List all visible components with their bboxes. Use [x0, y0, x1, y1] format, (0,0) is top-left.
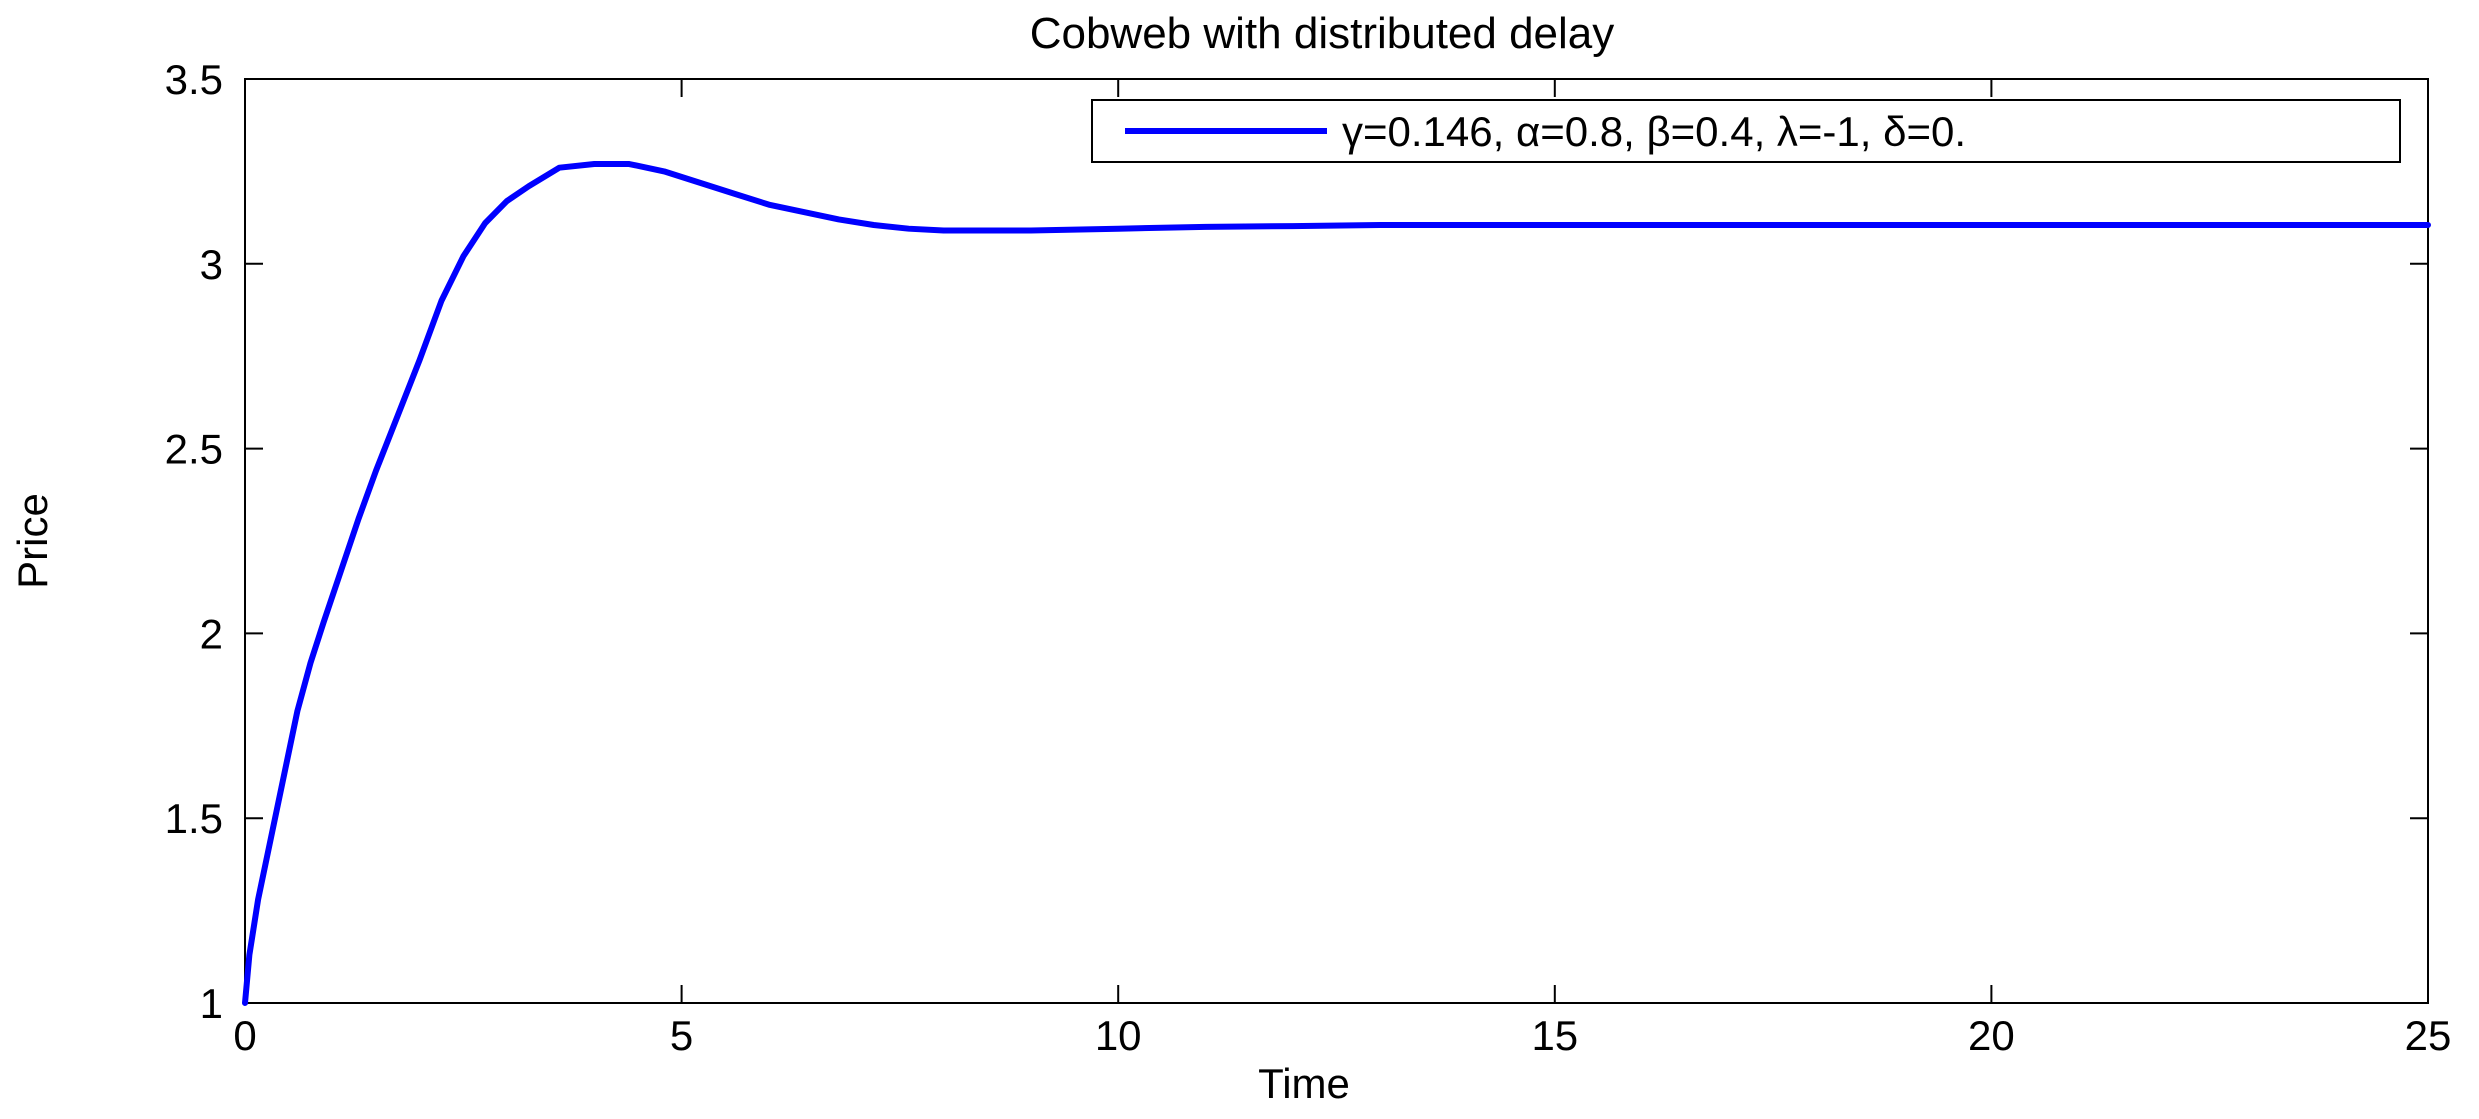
chart-title: Cobweb with distributed delay: [1030, 9, 1615, 58]
y-tick-label: 1.5: [165, 795, 223, 842]
y-axis-tick-labels: 1 1.5 2 2.5 3 3.5: [165, 56, 223, 1027]
x-axis-ticks: [244, 79, 2429, 1003]
legend: γ=0.146, α=0.8, β=0.4, λ=-1, δ=0.: [1091, 99, 2401, 163]
y-axis-label: Price: [9, 493, 56, 589]
y-axis-ticks: [245, 78, 2428, 1004]
x-axis-label: Time: [1258, 1060, 1350, 1107]
y-tick-label: 2.5: [165, 426, 223, 473]
y-tick-label: 1: [200, 980, 223, 1027]
x-tick-label: 20: [1968, 1012, 2015, 1059]
x-tick-label: 25: [2405, 1012, 2452, 1059]
legend-series-label: γ=0.146, α=0.8, β=0.4, λ=-1, δ=0.: [1342, 108, 1966, 155]
x-tick-label: 15: [1531, 1012, 1578, 1059]
x-axis-tick-labels: 0 5 10 15 20 25: [233, 1012, 2451, 1059]
plot-area: [244, 78, 2429, 1004]
x-tick-label: 5: [670, 1012, 693, 1059]
x-tick-label: 0: [233, 1012, 256, 1059]
x-tick-label: 10: [1095, 1012, 1142, 1059]
y-tick-label: 3: [200, 241, 223, 288]
y-tick-label: 3.5: [165, 56, 223, 103]
y-tick-label: 2: [200, 610, 223, 657]
series-line-price: [242, 161, 2431, 1006]
